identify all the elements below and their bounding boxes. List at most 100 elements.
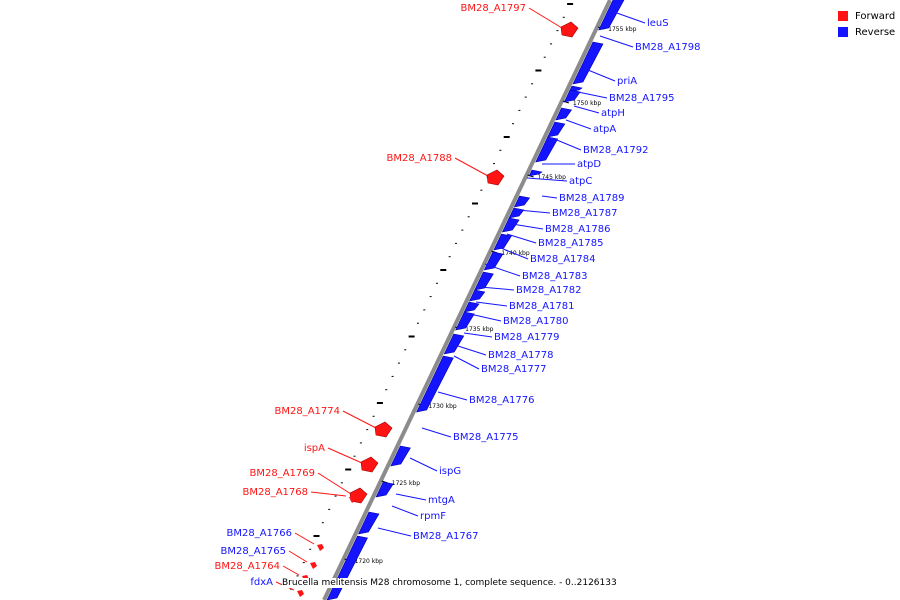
- gene-label-reverse: BM28_A1767: [413, 531, 479, 542]
- leader-line: [577, 91, 608, 99]
- forward-swatch: [838, 11, 848, 21]
- reverse-gene-block: [463, 301, 480, 313]
- chromosome-backbone: [322, 0, 612, 600]
- reverse-gene-block: [598, 0, 625, 31]
- leader-line: [317, 472, 352, 495]
- leader-line: [495, 245, 529, 260]
- kbp-label: 1745 kbp: [538, 174, 566, 181]
- gene-label-reverse: BM28_A1781: [509, 301, 575, 312]
- gene-label-reverse: BM28_A1777: [481, 364, 547, 375]
- kbp-label: 1735 kbp: [465, 326, 493, 333]
- legend-reverse: Reverse: [838, 24, 895, 40]
- leader-line: [457, 345, 487, 356]
- kbp-label: 1750 kbp: [573, 100, 601, 107]
- gene-label-reverse: atpH: [601, 108, 625, 119]
- reverse-gene-block: [474, 271, 494, 291]
- gene-label-reverse: mtgA: [428, 495, 455, 506]
- gene-label-reverse: BM28_A1785: [538, 238, 604, 249]
- forward-gene-block: [560, 21, 579, 38]
- leader-line: [310, 491, 347, 497]
- gene-label-reverse: BM28_A1792: [583, 145, 649, 156]
- gene-label-reverse: rpmF: [420, 511, 446, 522]
- gene-label-reverse: BM28_A1780: [503, 316, 569, 327]
- gene-label-reverse: BM28_A1795: [609, 93, 675, 104]
- reverse-gene-block: [547, 121, 566, 138]
- forward-gene-block: [297, 590, 304, 597]
- forward-gene-block: [374, 421, 393, 438]
- leader-line: [484, 263, 521, 277]
- leader-line: [565, 119, 592, 130]
- gene-label-forward: BM28_A1769: [249, 468, 315, 479]
- forward-gene-block: [317, 544, 324, 551]
- leader-line: [526, 177, 568, 182]
- gene-label-reverse: atpC: [569, 176, 592, 187]
- gene-label-reverse: BM28_A1779: [494, 332, 560, 343]
- reverse-gene-block: [528, 169, 543, 177]
- kbp-label: 1725 kbp: [392, 480, 420, 487]
- leader-line: [479, 286, 515, 291]
- legend-reverse-label: Reverse: [855, 26, 896, 38]
- gene-label-reverse: BM28_A1798: [635, 42, 701, 53]
- leader-line: [506, 233, 537, 244]
- leader-line: [288, 550, 308, 563]
- leader-line: [517, 209, 551, 214]
- leader-line: [282, 565, 300, 576]
- kbp-label: 1720 kbp: [355, 558, 383, 565]
- reverse-gene-block: [535, 136, 559, 163]
- leader-line: [453, 355, 480, 370]
- gene-label-reverse: BM28_A1787: [552, 208, 618, 219]
- gene-label-forward: BM28_A1765: [220, 546, 286, 557]
- reverse-gene-block: [326, 535, 368, 600]
- leader-line: [475, 301, 508, 307]
- gene-label-forward: BM28_A1774: [274, 406, 340, 417]
- gene-label-forward: BM28_A1797: [460, 3, 526, 14]
- gene-label-forward: BM28_A1766: [226, 528, 292, 539]
- reverse-gene-block: [455, 311, 475, 331]
- reverse-gene-block: [572, 41, 604, 85]
- leader-line: [541, 195, 558, 199]
- gene-label-reverse: ispG: [439, 466, 461, 477]
- leader-line: [342, 410, 377, 429]
- reverse-gene-block: [416, 355, 454, 413]
- reverse-gene-block: [357, 511, 380, 535]
- forward-gene-block: [486, 169, 505, 186]
- reverse-gene-block: [390, 445, 411, 467]
- leader-line: [511, 223, 544, 230]
- forward-genes: BM28_A1797 BM28_A1788 BM28_A1774 ispA BM28_A…: [214, 3, 579, 597]
- leader-line: [395, 493, 427, 501]
- leader-line: [599, 35, 634, 48]
- legend-forward-label: Forward: [855, 10, 896, 22]
- leader-line: [327, 447, 363, 464]
- leader-line: [437, 391, 468, 401]
- leader-line: [528, 7, 563, 29]
- gene-label-reverse: BM28_A1776: [469, 395, 535, 406]
- forward-gene-block: [360, 456, 379, 473]
- reverse-gene-block: [501, 217, 520, 233]
- leader-line: [294, 532, 315, 545]
- gene-label-forward: BM28_A1768: [242, 487, 308, 498]
- reverse-gene-block: [375, 481, 394, 498]
- gene-label-reverse: BM28_A1789: [559, 193, 625, 204]
- gene-label-reverse: priA: [617, 76, 637, 87]
- kbp-label: 1755 kbp: [608, 26, 636, 33]
- leader-line: [587, 69, 616, 82]
- leader-line: [377, 527, 412, 537]
- forward-gene-block: [349, 496, 356, 503]
- gene-label-forward: fdxA: [250, 577, 273, 588]
- gene-label-reverse: atpA: [593, 124, 616, 135]
- gene-label-reverse: atpD: [577, 159, 601, 170]
- reverse-swatch: [838, 27, 848, 37]
- leader-line: [573, 105, 600, 114]
- gene-label-forward: BM28_A1788: [386, 153, 452, 164]
- gene-label-reverse: BM28_A1786: [545, 224, 611, 235]
- tick-marks: [290, 3, 574, 590]
- gene-label-reverse: leuS: [647, 18, 669, 29]
- reverse-gene-block: [563, 89, 581, 103]
- leader-line: [421, 427, 452, 438]
- reverse-gene-block: [468, 289, 486, 302]
- reverse-gene-block: [555, 107, 573, 121]
- reverse-genes: leuS BM28_A1798 priA BM28_A1795 atpH atpA BM28…: [326, 0, 701, 600]
- gene-label-forward: BM28_A1764: [214, 561, 280, 572]
- gene-label-forward: ispA: [304, 443, 325, 454]
